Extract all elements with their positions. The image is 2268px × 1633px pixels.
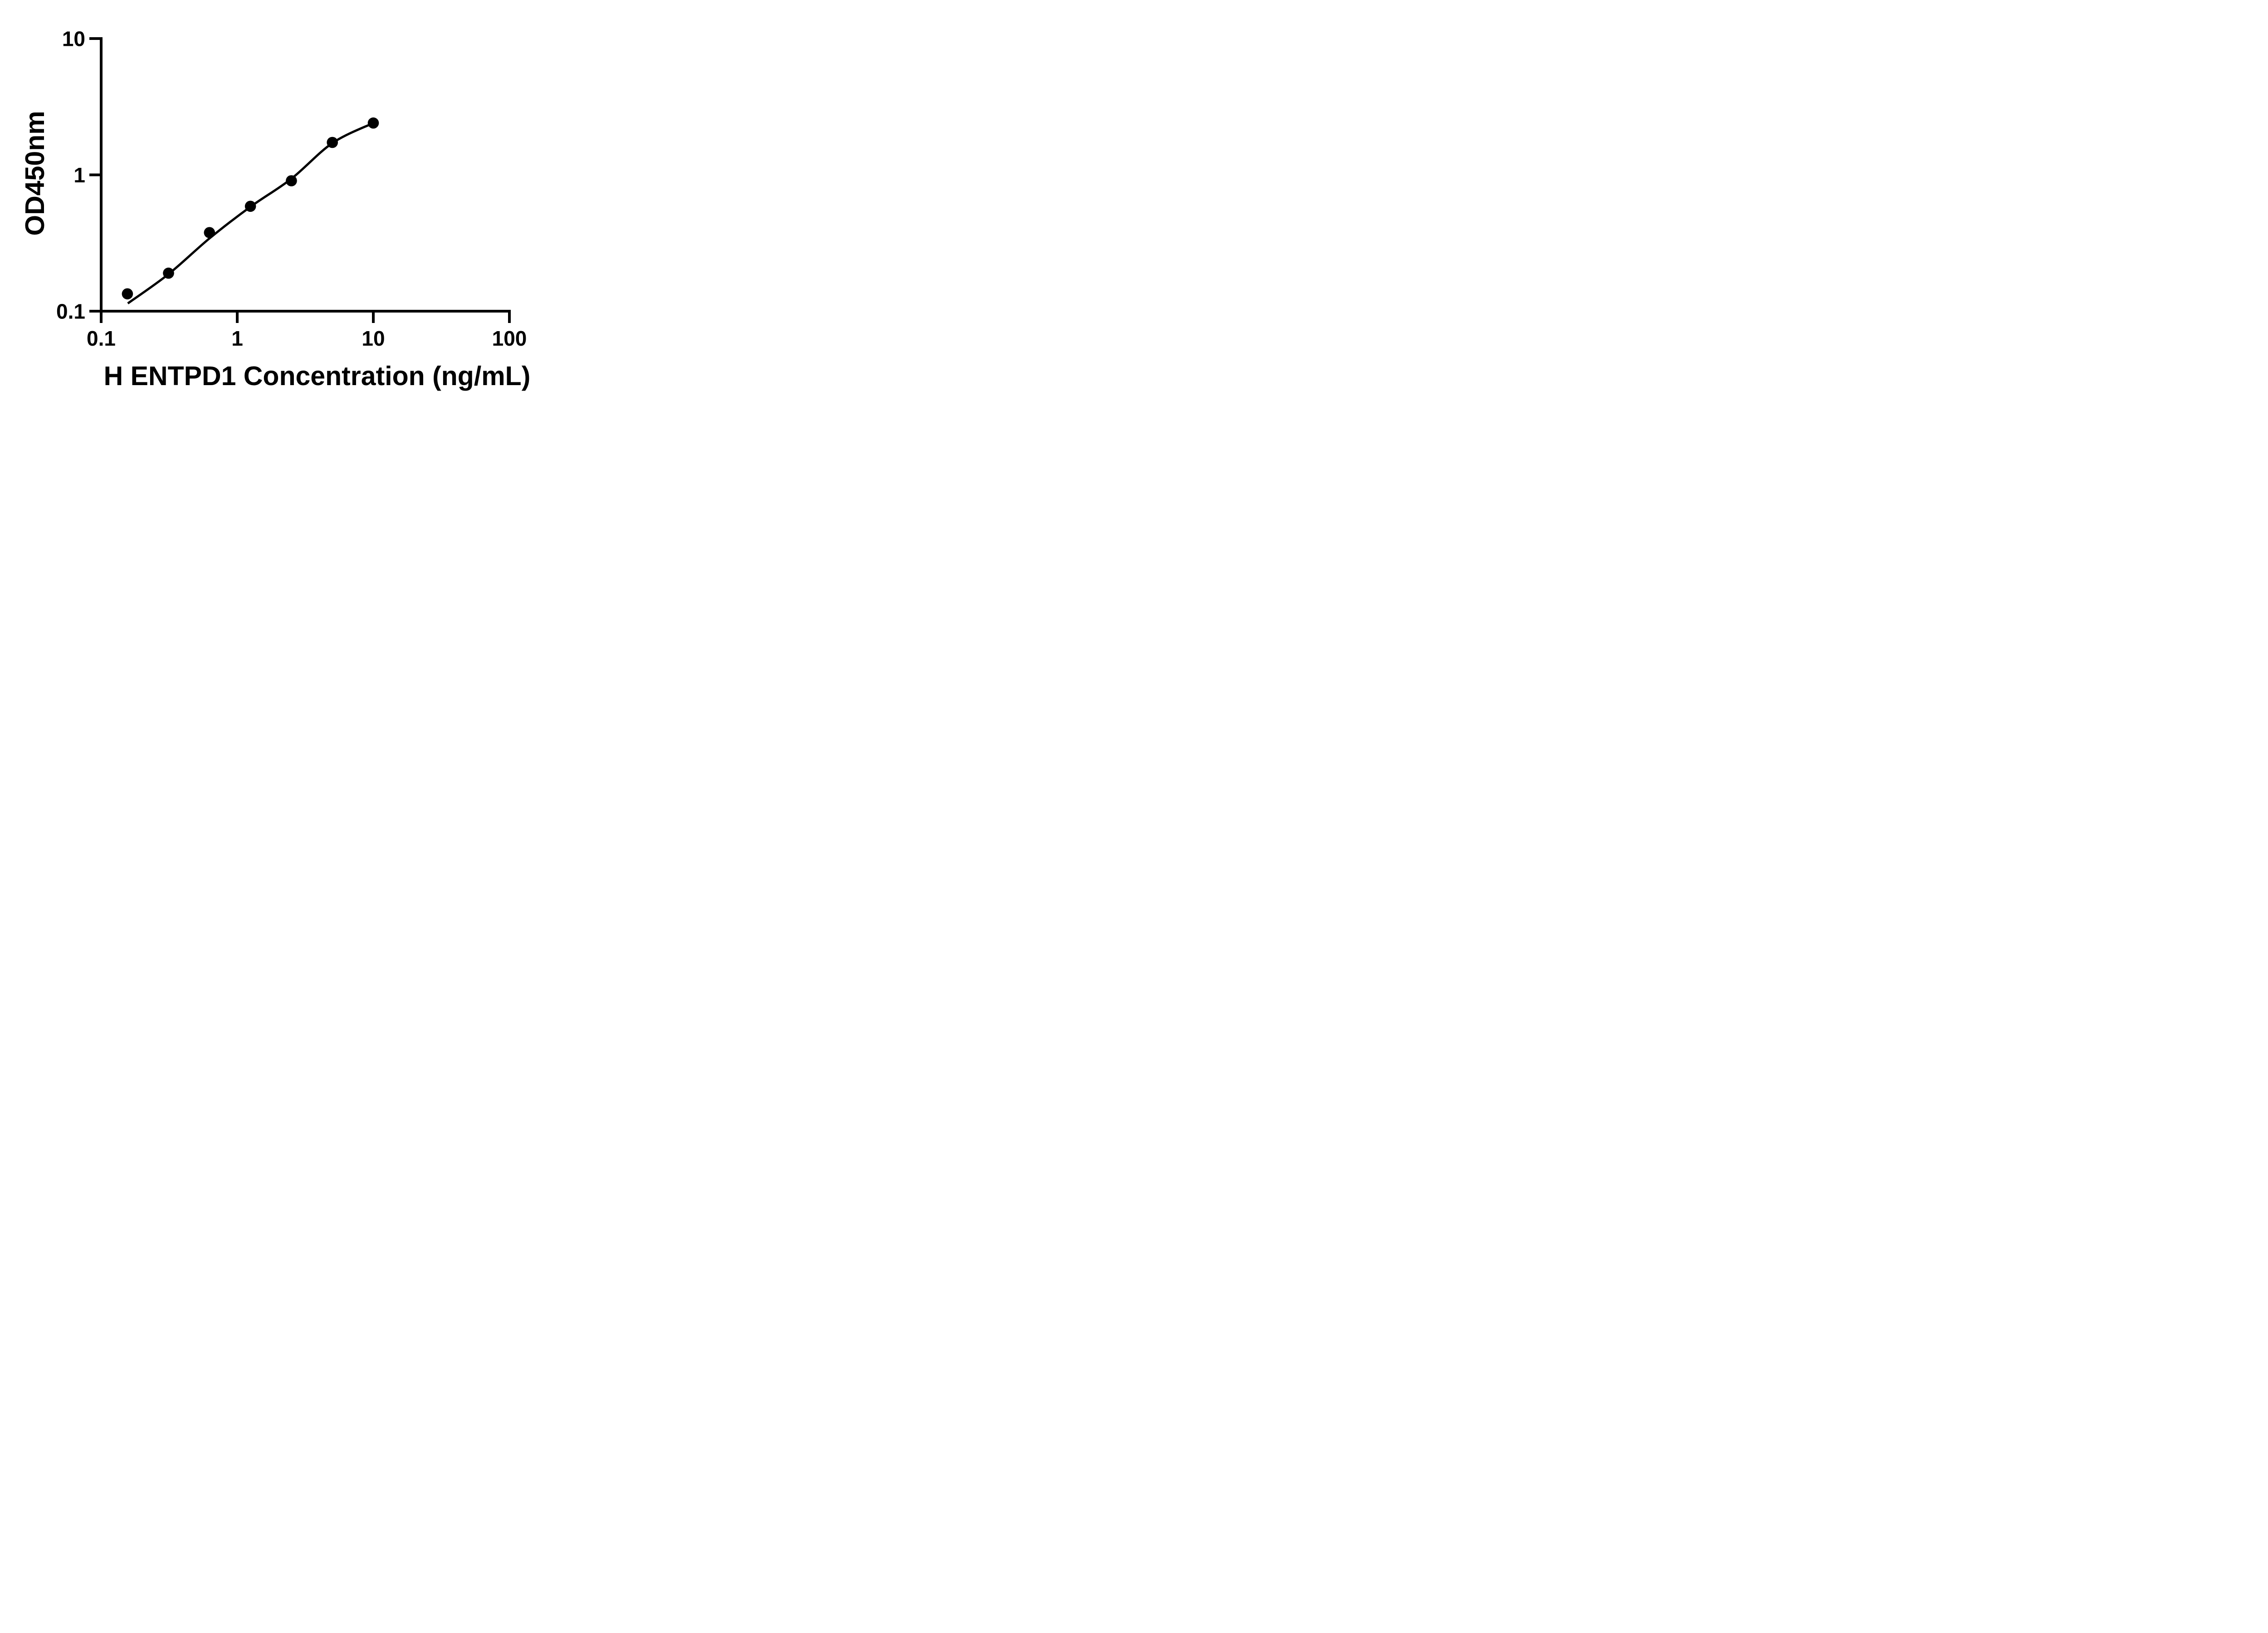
figure-canvas: 0.1 1 10 0.1 1 10 100 H ENTPD1 Concentration (… (0, 0, 572, 408)
axes (89, 37, 511, 323)
y-tick-label-10: 10 (62, 27, 85, 51)
y-tick-label-0.1: 0.1 (56, 300, 85, 323)
y-tick-label-1: 1 (73, 163, 85, 187)
x-tick-label-0.1: 0.1 (87, 327, 116, 350)
data-point (327, 137, 338, 148)
y-axis-title: OD450nm (20, 111, 50, 235)
data-point (163, 267, 174, 279)
data-point (122, 288, 133, 300)
tick-marks (89, 37, 511, 323)
x-tick-label-10: 10 (362, 327, 385, 350)
data-point (244, 200, 256, 212)
tick-labels: 0.1 1 10 0.1 1 10 100 (56, 27, 527, 351)
x-axis-title: H ENTPD1 Concentration (ng/mL) (104, 361, 531, 391)
elisa-standard-curve-chart: 0.1 1 10 0.1 1 10 100 H ENTPD1 Concentration (… (20, 27, 531, 391)
x-axis-line (101, 310, 511, 323)
data-point (204, 227, 215, 239)
data-point (367, 117, 379, 129)
x-tick-label-100: 100 (492, 327, 527, 350)
x-tick-label-1: 1 (231, 327, 243, 350)
data-point (286, 175, 297, 186)
data-series (122, 117, 379, 300)
